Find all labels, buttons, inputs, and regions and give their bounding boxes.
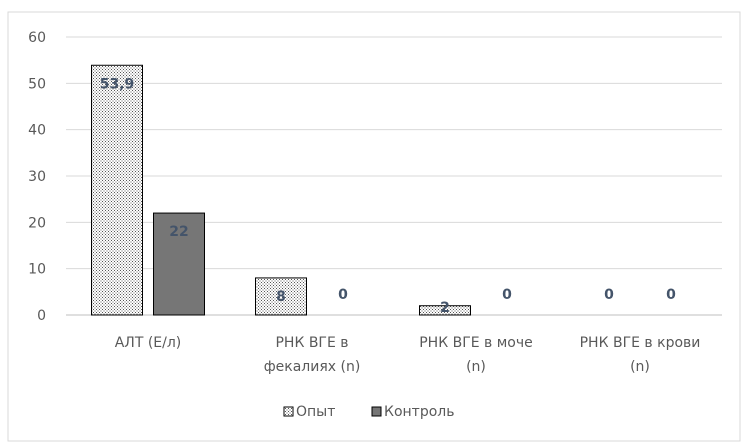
data-labels: 53,9 22 8 0 2 0 0 0 — [100, 76, 676, 316]
y-tick-label: 0 — [37, 308, 46, 324]
legend-label: Контроль — [384, 404, 454, 420]
bars — [91, 64, 471, 316]
bar-experiment-2 — [419, 305, 471, 316]
data-label: 8 — [276, 289, 286, 305]
bar-experiment-0 — [91, 64, 143, 316]
legend-item-control: Контроль — [371, 404, 454, 420]
x-category-label: (n) — [466, 359, 486, 375]
data-label: 0 — [666, 287, 676, 303]
legend-swatch — [283, 406, 294, 417]
legend: Опыт Контроль — [283, 404, 454, 420]
x-category-label: РНК ВГЕ в — [275, 335, 348, 351]
data-label: 0 — [338, 287, 348, 303]
y-tick-label: 40 — [28, 123, 46, 139]
y-tick-label: 10 — [28, 262, 46, 278]
legend-label: Опыт — [296, 404, 335, 420]
x-category-label: фекалиях (n) — [264, 359, 361, 375]
y-tick-label: 20 — [28, 215, 46, 231]
y-axis-ticks: 0 10 20 30 40 50 60 — [28, 30, 46, 324]
legend-item-experiment: Опыт — [283, 404, 335, 420]
data-label: 53,9 — [100, 76, 135, 92]
data-label: 22 — [169, 224, 188, 240]
y-tick-label: 50 — [28, 76, 46, 92]
y-tick-label: 60 — [28, 30, 46, 46]
x-category-label: РНК ВГЕ в моче — [419, 335, 533, 351]
data-label: 2 — [440, 300, 450, 316]
bar-control-0 — [153, 212, 205, 316]
legend-swatch — [371, 406, 382, 417]
x-category-label: АЛТ (Е/л) — [115, 335, 182, 351]
data-label: 0 — [604, 287, 614, 303]
x-category-label: (n) — [630, 359, 650, 375]
bar-experiment-1 — [255, 277, 307, 316]
x-category-label: РНК ВГЕ в крови — [580, 335, 701, 351]
y-tick-label: 30 — [28, 169, 46, 185]
data-label: 0 — [502, 287, 512, 303]
x-axis-categories: АЛТ (Е/л) РНК ВГЕ в фекалиях (n) РНК ВГЕ в … — [115, 335, 701, 375]
